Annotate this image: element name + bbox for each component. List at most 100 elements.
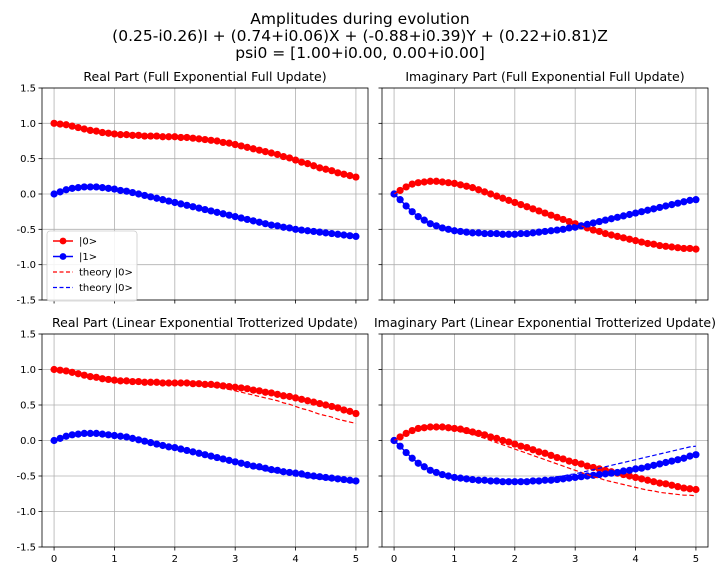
data-point (499, 478, 507, 486)
y-tick-label: 0.0 (20, 436, 36, 447)
data-point (680, 454, 688, 462)
data-point (511, 440, 519, 448)
data-point (231, 383, 239, 391)
subplot-grid: -1.5 -1.0 -0.5 0.0 0.5 1.0 1.5 Real Part (Full … (16, 69, 716, 565)
y-tick-label: -0.5 (16, 225, 36, 236)
legend-label: theory |0> (79, 268, 133, 279)
data-point (637, 464, 646, 472)
data-point (547, 476, 555, 484)
data-point (426, 466, 434, 474)
data-point (589, 226, 597, 234)
data-point (420, 424, 428, 432)
data-point (153, 132, 161, 140)
data-point (159, 133, 167, 141)
series-line-theory (53, 368, 357, 425)
data-point (535, 448, 543, 456)
data-point (607, 231, 616, 239)
data-point (414, 424, 422, 433)
data-point (62, 367, 70, 375)
data-point (159, 196, 167, 204)
data-point (104, 129, 113, 137)
data-point (273, 390, 282, 398)
x-tick-label: 4 (292, 554, 298, 565)
series-line-theory (393, 440, 697, 482)
data-point (571, 473, 579, 482)
data-point (631, 473, 640, 482)
x-tick-label: 5 (693, 554, 699, 565)
axes-frame (41, 87, 369, 301)
data-point (650, 461, 658, 469)
series-line-theory (393, 180, 697, 250)
series-4 (393, 440, 697, 482)
data-point (219, 382, 227, 390)
data-point (310, 227, 318, 236)
subplot-4: 0 1 2 3 4 5 Imaginary Part (Linear Exponential… (374, 315, 716, 565)
y-tick-label: -0.5 (16, 472, 36, 483)
data-point (249, 145, 257, 153)
data-point (523, 229, 531, 238)
data-point (255, 146, 263, 154)
data-point (408, 180, 416, 188)
data-point (147, 132, 155, 140)
data-point (134, 436, 143, 444)
x-tick-label: 4 (632, 554, 638, 565)
data-point (177, 445, 185, 453)
x-tick-label: 3 (232, 554, 238, 565)
data-point (147, 439, 155, 447)
data-point (116, 432, 125, 440)
data-point (183, 379, 191, 387)
data-point (110, 130, 119, 138)
data-point (505, 478, 513, 486)
data-point (177, 379, 185, 387)
data-point (432, 222, 440, 230)
data-point (529, 446, 537, 454)
series-line-theory (53, 186, 357, 237)
data-point (310, 162, 318, 170)
series-4 (393, 193, 697, 235)
legend-marker-swatch (59, 253, 67, 260)
data-point (310, 398, 318, 406)
data-point (255, 463, 263, 471)
data-point (297, 158, 306, 166)
data-point (267, 221, 276, 229)
x-tick-label: 0 (51, 554, 57, 565)
x-tick-label: 1 (111, 554, 117, 565)
data-point (668, 481, 676, 489)
data-point (523, 203, 531, 211)
legend-entry: |0> (53, 237, 97, 248)
data-point (279, 392, 288, 400)
data-point (559, 225, 567, 233)
data-point (686, 485, 694, 493)
data-point (547, 451, 555, 460)
data-point (553, 453, 561, 462)
data-point (56, 188, 64, 196)
data-point (414, 179, 422, 187)
data-point (165, 197, 173, 205)
series-3 (53, 368, 357, 425)
data-point (171, 444, 179, 452)
data-point (474, 476, 483, 484)
data-point (201, 135, 209, 144)
data-point (255, 387, 263, 395)
data-point (110, 431, 119, 440)
data-point (692, 451, 700, 459)
data-point (644, 463, 652, 471)
data-point (601, 229, 609, 238)
data-point (213, 208, 221, 216)
data-point (511, 478, 519, 486)
data-point (571, 458, 579, 467)
legend-entry: theory |0> (53, 268, 133, 279)
data-point (462, 182, 471, 190)
data-point (559, 455, 567, 463)
data-point (304, 160, 312, 168)
y-tick-label: 0.5 (20, 401, 36, 412)
data-point (316, 228, 324, 236)
data-point (116, 186, 125, 195)
data-point (595, 470, 603, 479)
data-point (183, 446, 191, 455)
data-point (420, 463, 428, 471)
data-point (577, 473, 585, 481)
data-point (291, 394, 300, 402)
data-point (583, 472, 591, 480)
